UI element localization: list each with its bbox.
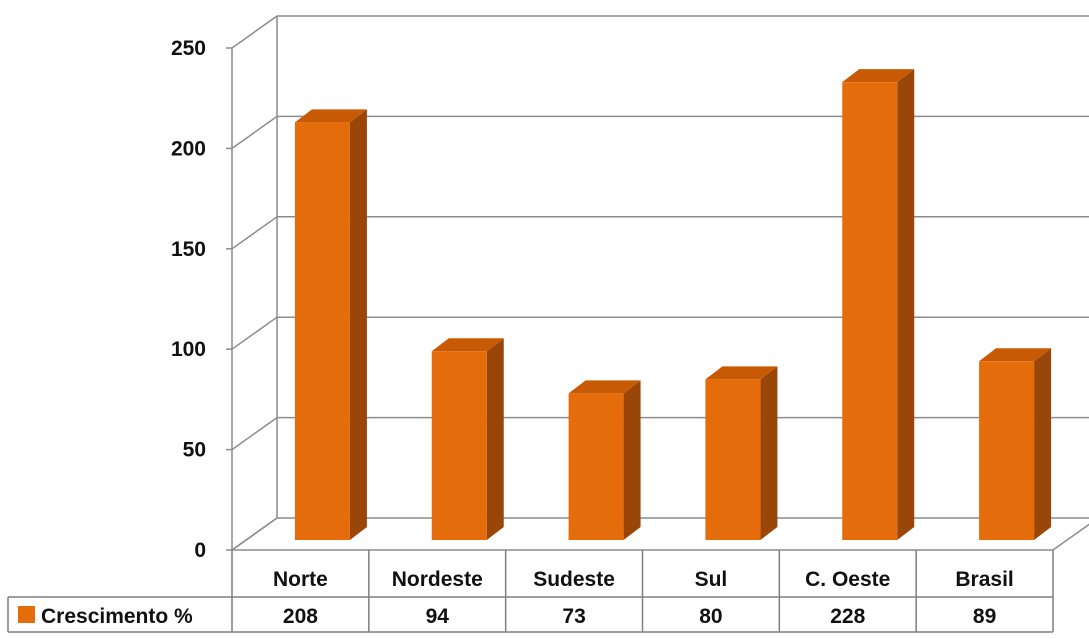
x-category-label: Sudeste [533,568,615,591]
data-table: Norte 208 Nordeste 94 Sudeste 73 Sul 80 C. Oeste… [7,550,1054,633]
bar-top [705,366,778,380]
data-value-label: 208 [283,605,318,628]
gridlines [226,15,1089,551]
bar-front [431,351,487,540]
bar-top [431,338,504,352]
gridline-side [231,416,278,451]
data-value-label: 94 [426,605,450,628]
y-axis-tick-labels: 0 50 100 150 200 250 [171,37,206,562]
bar-c-oeste [842,69,915,541]
gridline-side [231,216,278,250]
x-category-label: Sul [695,568,728,591]
data-value-label: 73 [562,605,585,628]
bar-brasil [979,348,1052,540]
y-tick-label: 0 [194,539,206,562]
legend-series-label: Crescimento % [41,605,193,628]
data-value-label: 89 [973,605,996,628]
bar-front [842,82,898,541]
x-category-label: Brasil [955,568,1013,591]
bar-front [705,379,761,540]
y-tick-label: 200 [171,137,206,160]
bar-norte [294,109,367,540]
gridline-side [231,15,278,49]
y-tick-label: 250 [171,37,206,60]
bar-front [979,361,1035,540]
bar-sul [705,366,778,540]
bar-side [897,69,915,541]
bar-side [1034,348,1052,540]
bar-top [568,380,641,394]
data-value-label: 80 [699,605,722,628]
bar-side [623,380,641,540]
y-tick-label: 100 [171,338,206,361]
y-tick-label: 50 [183,439,206,462]
bar-sudeste [568,380,641,540]
bar-nordeste [431,338,504,540]
x-category-label: Norte [273,568,328,591]
bar-front [294,122,350,540]
bars [294,69,1052,541]
x-category-label: Nordeste [392,568,483,591]
y-tick-label: 150 [171,238,206,261]
gridline-side [231,316,278,350]
bar-top [979,348,1052,362]
bar-top [294,109,367,123]
bar-top [842,69,915,83]
x-category-label: C. Oeste [805,568,890,591]
bar-side [760,366,778,540]
legend-swatch [18,606,35,623]
data-value-label: 228 [830,605,865,628]
gridline-side [231,517,278,551]
gridline-side [231,115,278,150]
bar-side [349,109,367,540]
bar-side [486,338,504,540]
bar-front [568,393,624,540]
